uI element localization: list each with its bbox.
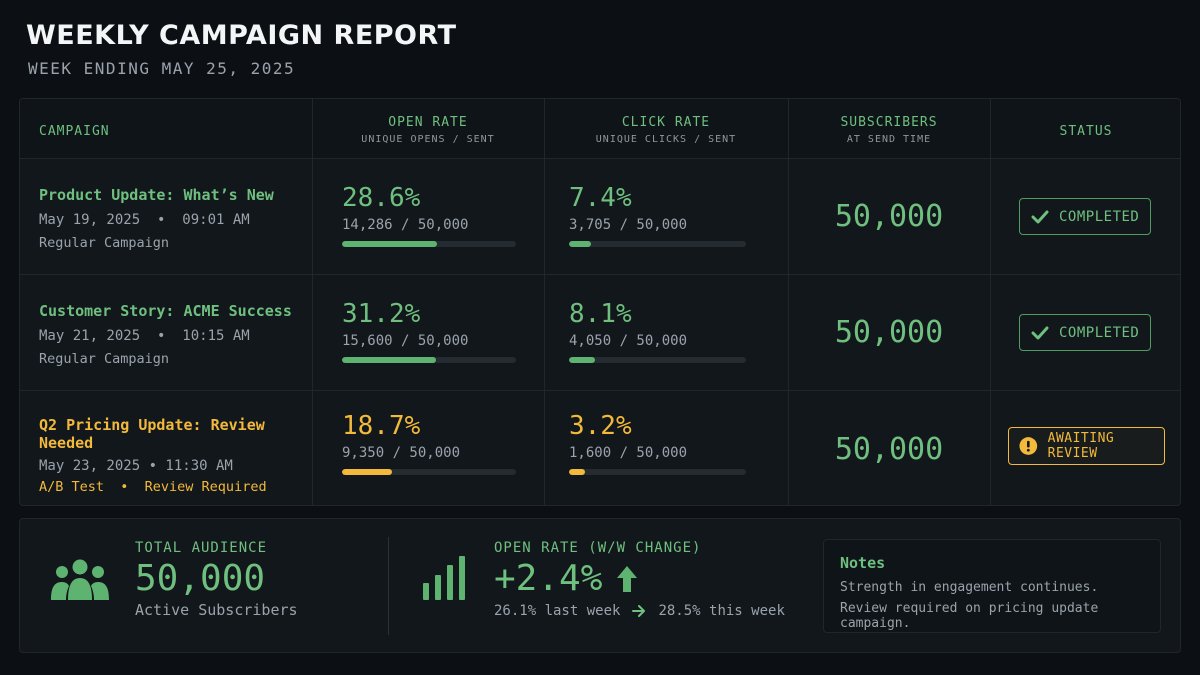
open-rate-detail: 15,600 / 50,000 xyxy=(342,333,469,349)
status-badge[interactable]: COMPLETED xyxy=(1019,198,1151,235)
report-header: WEEKLY CAMPAIGN REPORT WEEK ENDING MAY 2… xyxy=(26,20,457,78)
click-rate-cell: 3.2% 1,600 / 50,000 xyxy=(569,391,769,505)
open-rate-progress xyxy=(342,357,516,363)
campaign-cell: Product Update: What’s New May 19, 2025 … xyxy=(39,159,309,274)
check-icon xyxy=(1031,326,1049,339)
page-title: WEEKLY CAMPAIGN REPORT xyxy=(26,20,457,51)
campaign-cell: Customer Story: ACME Success May 21, 202… xyxy=(39,275,309,390)
column-divider xyxy=(312,99,313,505)
column-divider xyxy=(788,99,789,505)
bar-chart-icon xyxy=(423,556,465,600)
status-badge[interactable]: COMPLETED xyxy=(1019,314,1151,351)
open-rate-progress xyxy=(342,241,516,247)
subscriber-count: 50,000 xyxy=(834,431,944,467)
this-week-value: 28.5% this week xyxy=(658,603,785,619)
open-rate-change-value: +2.4% xyxy=(494,558,603,599)
notes-title: Notes xyxy=(840,554,886,572)
open-rate-cell: 28.6% 14,286 / 50,000 xyxy=(342,159,532,274)
campaign-date: May 23, 2025 • 11:30 AM xyxy=(39,458,233,474)
campaign-date: May 21, 2025 • 10:15 AM xyxy=(39,328,250,344)
click-rate-cell: 7.4% 3,705 / 50,000 xyxy=(569,159,769,274)
open-rate-progress-fill xyxy=(342,241,437,247)
total-audience-block: TOTAL AUDIENCE 50,000 Active Subscribers xyxy=(135,540,298,619)
column-divider xyxy=(990,99,991,505)
click-rate-detail: 4,050 / 50,000 xyxy=(569,333,688,349)
open-rate-progress-fill xyxy=(342,469,393,475)
arrow-up-icon xyxy=(617,565,638,592)
open-rate-progress xyxy=(342,469,516,475)
open-rate-cell: 31.2% 15,600 / 50,000 xyxy=(342,275,532,390)
total-audience-value: 50,000 xyxy=(135,558,266,599)
campaign-cell: Q2 Pricing Update: Review Needed May 23,… xyxy=(39,391,313,505)
status-badge[interactable]: AWAITING REVIEW xyxy=(1008,427,1165,465)
notes-box: Notes Strength in engagement continues. … xyxy=(823,539,1161,633)
column-header-click-rate[interactable]: CLICK RATE UNIQUE CLICKS / SENT xyxy=(595,115,737,145)
subscribers-cell: 50,000 xyxy=(788,391,990,505)
open-rate-value: 28.6% xyxy=(342,183,421,213)
column-header-campaign[interactable]: CAMPAIGN xyxy=(39,124,110,139)
open-rate-detail: 9,350 / 50,000 xyxy=(342,445,461,461)
subscribers-cell: 50,000 xyxy=(788,275,990,390)
open-rate-value: 18.7% xyxy=(342,411,421,441)
campaign-type: Regular Campaign xyxy=(39,351,170,367)
open-rate-progress-fill xyxy=(342,357,437,363)
subscriber-count: 50,000 xyxy=(834,315,944,350)
campaign-type: A/B Test • Review Required xyxy=(39,479,267,495)
total-audience-sub: Active Subscribers xyxy=(135,601,298,619)
summary-divider xyxy=(388,537,389,635)
campaign-name[interactable]: Product Update: What’s New xyxy=(39,186,274,204)
table-row[interactable]: Q2 Pricing Update: Review Needed May 23,… xyxy=(20,391,1180,505)
notes-line: Strength in engagement continues. xyxy=(840,580,1099,595)
campaign-name[interactable]: Q2 Pricing Update: Review Needed xyxy=(39,416,265,452)
open-rate-detail: 14,286 / 50,000 xyxy=(342,217,469,233)
page-subtitle: WEEK ENDING MAY 25, 2025 xyxy=(28,59,296,78)
click-rate-detail: 3,705 / 50,000 xyxy=(569,217,688,233)
click-rate-detail: 1,600 / 50,000 xyxy=(569,445,688,461)
column-divider xyxy=(544,99,545,505)
campaign-type: Regular Campaign xyxy=(39,235,170,251)
click-rate-progress-fill xyxy=(569,469,585,475)
click-rate-value: 3.2% xyxy=(569,411,632,441)
click-rate-progress xyxy=(569,241,746,247)
click-rate-cell: 8.1% 4,050 / 50,000 xyxy=(569,275,769,390)
campaign-table: CAMPAIGN OPEN RATE UNIQUE OPENS / SENT C… xyxy=(19,98,1181,506)
check-icon xyxy=(1031,210,1049,223)
summary-panel: TOTAL AUDIENCE 50,000 Active Subscribers… xyxy=(19,518,1181,653)
open-rate-change-block: OPEN RATE (W/W CHANGE) +2.4% 26.1% last … xyxy=(494,540,785,619)
subscribers-cell: 50,000 xyxy=(788,159,990,274)
table-header: CAMPAIGN OPEN RATE UNIQUE OPENS / SENT C… xyxy=(20,99,1180,159)
users-icon xyxy=(51,559,109,600)
notes-line: Review required on pricing update campai… xyxy=(840,601,1099,631)
column-header-subscribers[interactable]: SUBSCRIBERS AT SEND TIME xyxy=(840,115,938,145)
click-rate-value: 7.4% xyxy=(569,183,632,213)
column-header-open-rate[interactable]: OPEN RATE UNIQUE OPENS / SENT xyxy=(361,115,495,145)
table-row[interactable]: Product Update: What’s New May 19, 2025 … xyxy=(20,159,1180,275)
table-row[interactable]: Customer Story: ACME Success May 21, 202… xyxy=(20,275,1180,391)
status-label: AWAITING REVIEW xyxy=(1047,431,1115,461)
last-week-value: 26.1% last week xyxy=(494,603,621,619)
arrow-right-icon xyxy=(632,605,646,617)
exclamation-icon xyxy=(1019,437,1038,455)
open-rate-cell: 18.7% 9,350 / 50,000 xyxy=(342,391,532,505)
click-rate-value: 8.1% xyxy=(569,299,632,329)
campaign-name[interactable]: Customer Story: ACME Success xyxy=(39,302,292,320)
click-rate-progress xyxy=(569,357,746,363)
column-header-status[interactable]: STATUS xyxy=(1059,124,1113,139)
campaign-date: May 19, 2025 • 09:01 AM xyxy=(39,212,250,228)
click-rate-progress xyxy=(569,469,746,475)
status-label: COMPLETED xyxy=(1059,208,1140,225)
subscriber-count: 50,000 xyxy=(834,199,944,234)
click-rate-progress-fill xyxy=(569,357,595,363)
total-audience-label: TOTAL AUDIENCE xyxy=(135,540,268,556)
open-rate-change-label: OPEN RATE (W/W CHANGE) xyxy=(494,540,702,556)
click-rate-progress-fill xyxy=(569,241,592,247)
status-label: COMPLETED xyxy=(1059,324,1140,341)
open-rate-value: 31.2% xyxy=(342,299,421,329)
